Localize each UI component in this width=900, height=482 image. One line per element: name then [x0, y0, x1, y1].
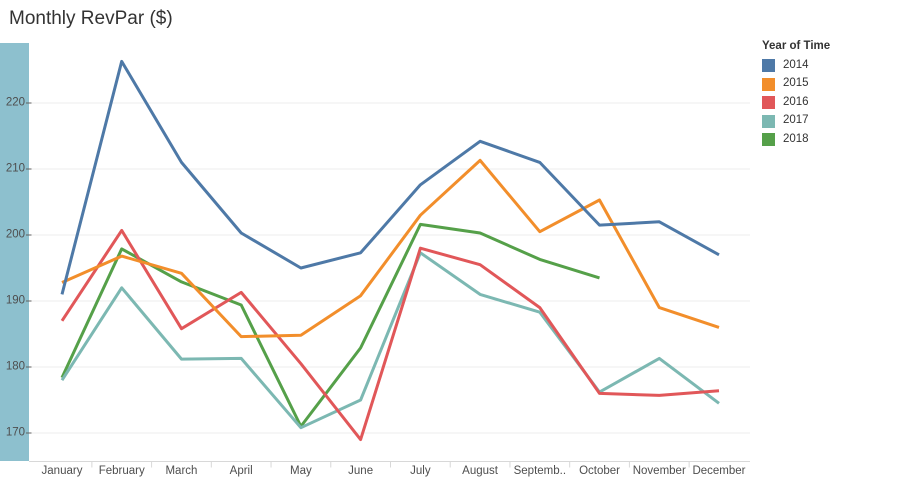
legend-swatch-2015: [762, 77, 775, 91]
x-tick-label[interactable]: June: [348, 465, 374, 477]
x-tick-label[interactable]: January: [41, 465, 83, 477]
series-line-2014[interactable]: [60, 59, 720, 295]
y-tick-label[interactable]: 210: [5, 162, 25, 175]
y-tick-label[interactable]: 200: [5, 228, 25, 241]
x-tick-label[interactable]: July: [410, 465, 431, 477]
chart-title: Monthly RevPar ($): [9, 8, 173, 29]
series-line-2018[interactable]: [60, 222, 600, 428]
y-tick-label[interactable]: 220: [5, 96, 25, 109]
legend-swatch-2017: [762, 114, 775, 128]
legend-item-2014[interactable]: 2014: [762, 59, 830, 72]
legend-item-2018[interactable]: 2018: [762, 133, 830, 146]
legend-swatch-2014: [762, 59, 775, 72]
legend-items: 2014 2015 2016 2017 2018: [762, 59, 830, 146]
legend-item-2016[interactable]: 2016: [762, 96, 830, 109]
legend-item-2017[interactable]: 2017: [762, 114, 830, 128]
legend-label: 2018: [783, 132, 809, 145]
legend-label: 2017: [783, 114, 809, 127]
legend-swatch-2016: [762, 96, 775, 109]
y-tick-label[interactable]: 170: [5, 426, 25, 439]
legend-title: Year of Time: [762, 40, 831, 52]
legend-label: 2014: [783, 58, 809, 71]
legend-label: 2015: [783, 77, 809, 90]
x-tick-label[interactable]: March: [165, 465, 198, 477]
y-tick-label[interactable]: 190: [5, 294, 25, 307]
x-tick-label[interactable]: February: [98, 465, 145, 477]
series-line-2016[interactable]: [60, 228, 720, 442]
x-tick-label[interactable]: April: [229, 465, 253, 477]
x-tick-label[interactable]: August: [462, 465, 498, 477]
series-line-2017[interactable]: [60, 251, 720, 430]
legend-label: 2016: [783, 95, 809, 108]
x-tick-label[interactable]: October: [579, 465, 620, 477]
y-axis-highlight-band[interactable]: [0, 43, 29, 461]
y-tick-label[interactable]: 180: [5, 360, 25, 373]
x-tick-label[interactable]: November: [632, 465, 686, 477]
x-tick-label[interactable]: December: [692, 465, 746, 477]
x-tick-label[interactable]: May: [290, 465, 312, 477]
series-line-2015[interactable]: [61, 158, 720, 339]
legend-swatch-2018: [762, 133, 775, 146]
legend: Year of Time 2014 2015 2016 2017 2018: [762, 40, 830, 152]
legend-item-2015[interactable]: 2015: [762, 77, 830, 91]
x-tick-label[interactable]: Septemb..: [513, 465, 567, 477]
